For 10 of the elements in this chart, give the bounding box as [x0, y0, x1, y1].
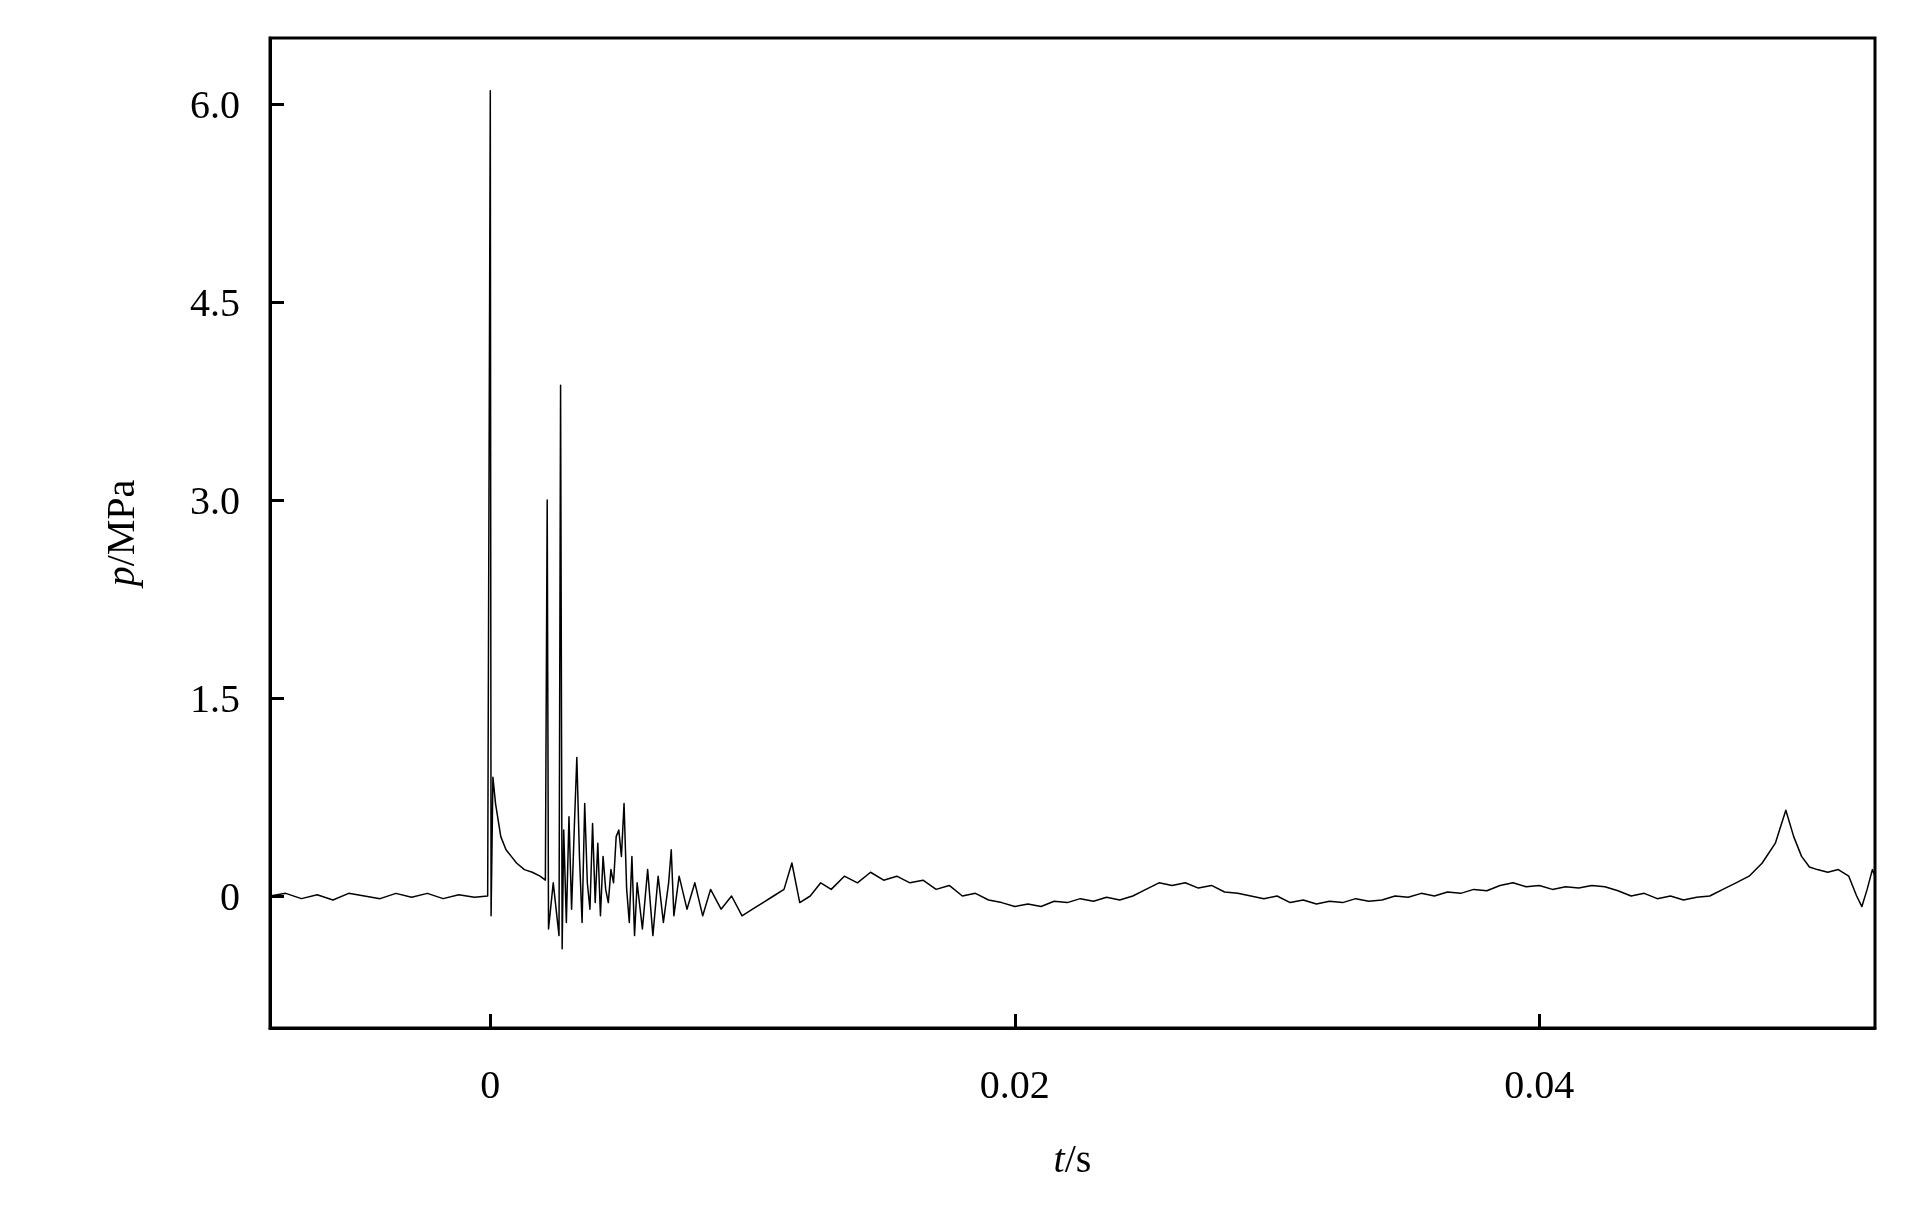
y-tick-label: 0 — [220, 873, 240, 919]
x-tick-label: 0.02 — [979, 1061, 1050, 1107]
y-tick-label: 6.0 — [190, 81, 240, 127]
y-tick-label: 1.5 — [190, 675, 240, 721]
x-axis-title: t/s — [1053, 1135, 1092, 1181]
x-tick-label: 0.04 — [1504, 1061, 1575, 1107]
y-tick-label: 4.5 — [190, 279, 240, 325]
x-tick-label: 0 — [480, 1061, 501, 1107]
y-axis-title: p/MPa — [97, 479, 143, 590]
y-tick-label: 3.0 — [190, 477, 240, 523]
